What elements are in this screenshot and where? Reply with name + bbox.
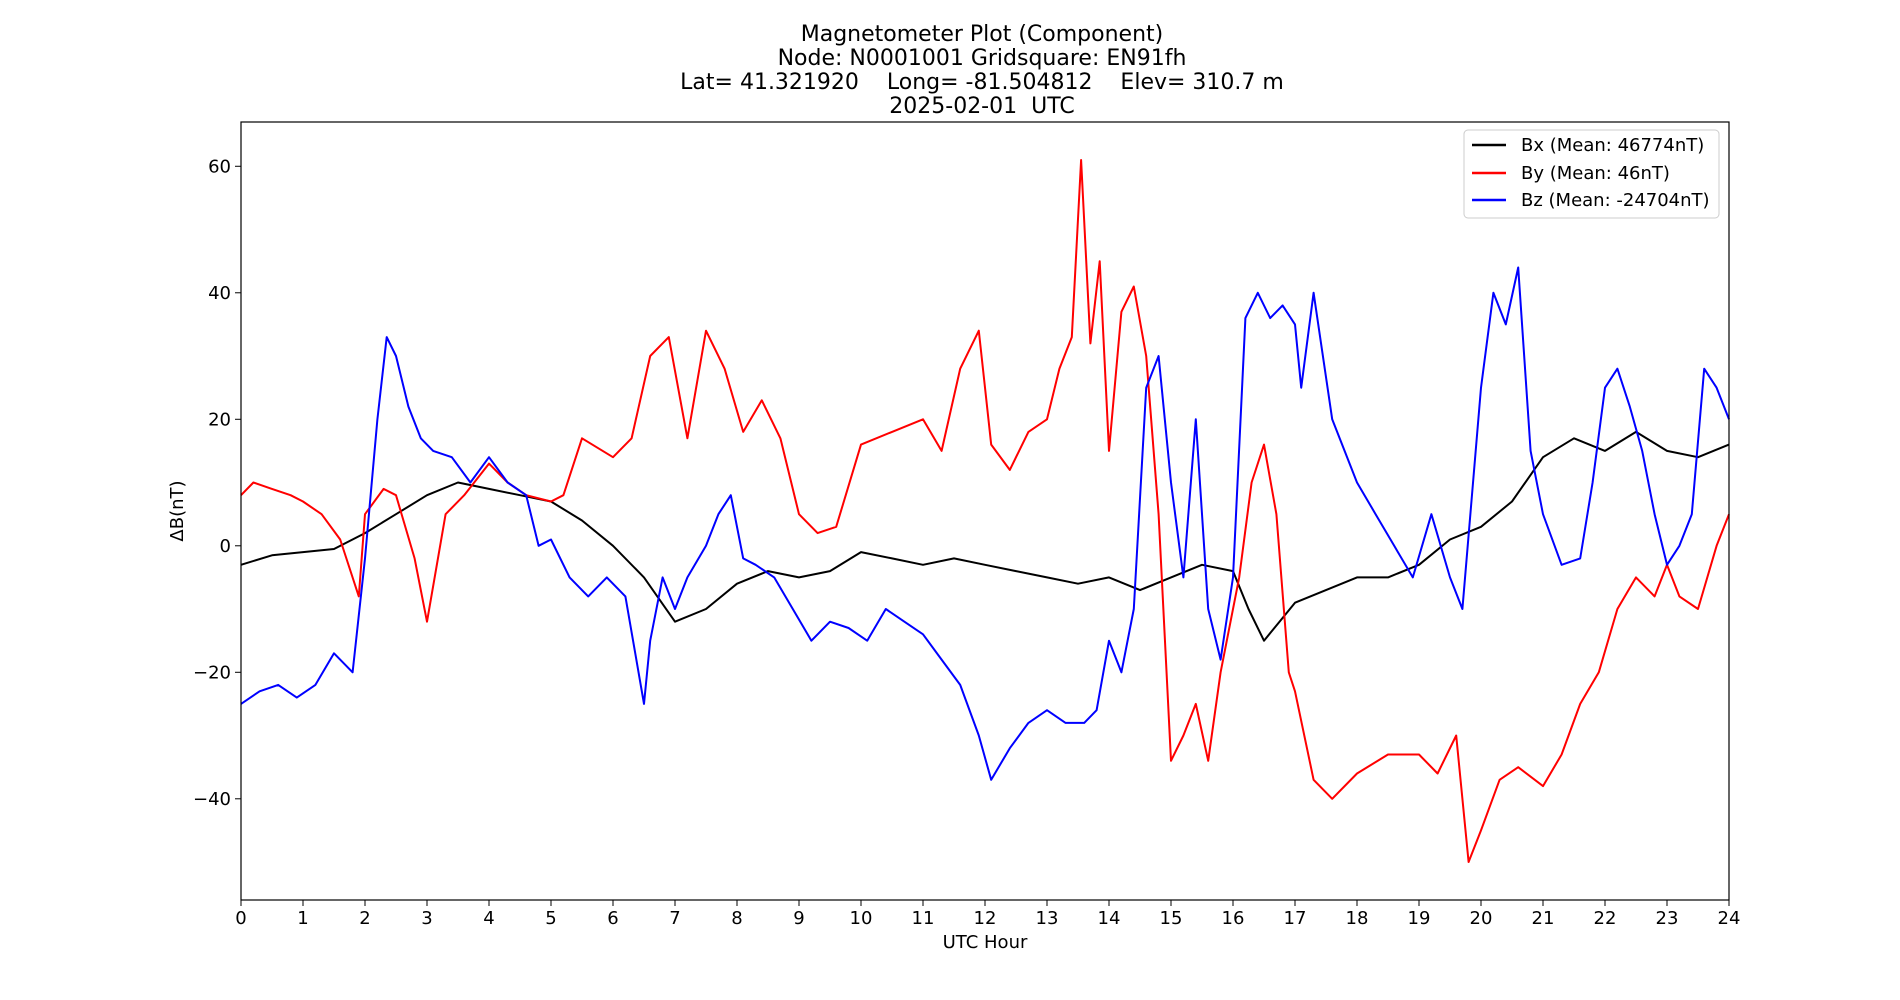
y-tick-label: −40 [193,789,231,810]
x-tick-label: 5 [545,908,556,929]
x-tick-label: 1 [297,908,308,929]
y-axis: −40 −20 0 20 40 60 [193,156,241,810]
x-tick-label: 6 [607,908,618,929]
series-line-0 [240,430,1730,642]
x-tick-label: 18 [1346,908,1369,929]
y-tick-label: 40 [208,283,231,304]
x-tick-label: 0 [235,908,246,929]
legend-box [1463,129,1720,219]
y-tick-label: 0 [220,536,231,557]
x-tick-label: 21 [1532,908,1555,929]
x-tick-label: 19 [1408,908,1431,929]
x-tick-label: 23 [1656,908,1679,929]
x-tick-label: 8 [731,908,742,929]
legend-label-bx: Bx (Mean: 46774nT) [1521,135,1704,156]
legend-label-by: By (Mean: 46nT) [1521,163,1670,184]
x-tick-label: 2 [359,908,370,929]
y-axis-label: ΔB(nT) [167,480,188,541]
legend-label-bz: Bz (Mean: -24704nT) [1521,190,1710,211]
x-tick-label: 9 [793,908,804,929]
series-line-1 [240,159,1730,863]
x-tick-label: 14 [1098,908,1121,929]
x-axis-label: UTC Hour [943,932,1028,953]
x-tick-label: 4 [483,908,494,929]
chart-title: Magnetometer Plot (Component) Node: N000… [680,22,1284,119]
x-tick-label: 22 [1594,908,1617,929]
chart-legend: Bx (Mean: 46774nT) By (Mean: 46nT) Bz (M… [1463,129,1720,219]
series-line-2 [240,266,1730,781]
x-tick-label: 16 [1222,908,1245,929]
x-tick-label: 12 [974,908,997,929]
x-tick-label: 24 [1718,908,1741,929]
y-tick-label: −20 [193,662,231,683]
x-tick-label: 3 [421,908,432,929]
x-tick-label: 20 [1470,908,1493,929]
x-tick-label: 10 [850,908,873,929]
x-tick-label: 13 [1036,908,1059,929]
x-axis: 0 1 2 3 4 5 6 7 8 9 10 11 12 13 14 15 16 17 18 19 20 21 22 23 24 [235,900,1740,929]
x-tick-label: 15 [1160,908,1183,929]
title-line-4: 2025-02-01 UTC [889,94,1074,119]
plot-area-frame [240,121,1730,901]
y-tick-label: 20 [208,409,231,430]
series-lines [240,159,1730,863]
title-line-1: Magnetometer Plot (Component) [801,22,1164,47]
x-tick-label: 7 [669,908,680,929]
x-tick-label: 17 [1284,908,1307,929]
x-tick-label: 11 [912,908,935,929]
y-tick-label: 60 [208,156,231,177]
title-line-3: Lat= 41.321920 Long= -81.504812 Elev= 31… [680,70,1284,95]
title-line-2: Node: N0001001 Gridsquare: EN91fh [778,46,1187,71]
